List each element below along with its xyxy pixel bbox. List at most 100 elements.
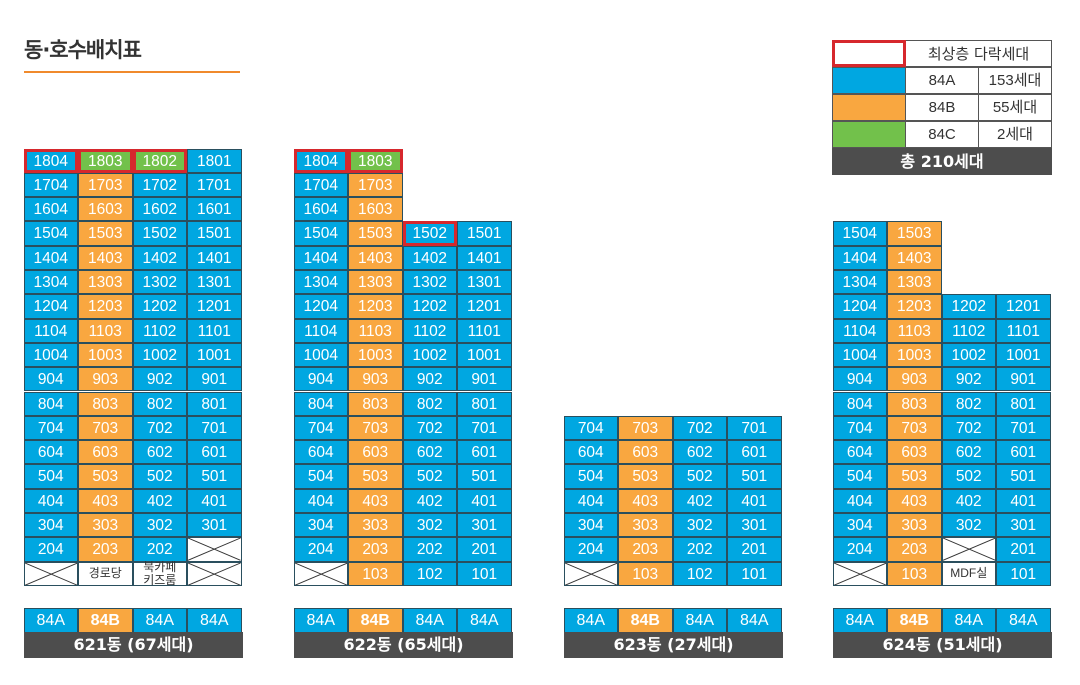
unit-1004: 1004 (23, 342, 78, 368)
unit-701: 701 (727, 415, 782, 441)
unit-504: 504 (23, 464, 78, 489)
unit-402: 402 (941, 488, 996, 513)
unit-1002: 1002 (132, 342, 187, 368)
unit-303: 303 (348, 513, 403, 538)
unit-none (293, 561, 348, 586)
legend-count: 153세대 (979, 67, 1052, 94)
unit-302: 302 (132, 513, 187, 538)
unit-702: 702 (402, 415, 457, 441)
unit-103: 103 (348, 561, 403, 586)
unit-1004: 1004 (293, 342, 348, 368)
unit-402: 402 (132, 488, 187, 513)
unit-103: 103 (887, 561, 942, 586)
unit-603: 603 (618, 440, 673, 465)
unit-1302: 1302 (402, 270, 457, 295)
unit-903: 903 (887, 367, 942, 392)
unit-1204: 1204 (293, 294, 348, 319)
unit-1003: 1003 (78, 342, 133, 368)
unit-1401: 1401 (457, 245, 512, 270)
unit-403: 403 (618, 488, 673, 513)
unit-802: 802 (941, 391, 996, 416)
unit-801: 801 (187, 391, 242, 416)
unit-102: 102 (672, 561, 727, 586)
unit-1003: 1003 (887, 342, 942, 368)
unit-204: 204 (293, 537, 348, 562)
unit-703: 703 (618, 415, 673, 441)
unit-type-84b: 84B (887, 608, 942, 633)
unit-403: 403 (887, 488, 942, 513)
unit-1204: 1204 (832, 294, 887, 319)
unit-type-84b: 84B (618, 608, 673, 633)
unit-1204: 1204 (23, 294, 78, 319)
unit-1202: 1202 (132, 294, 187, 319)
legend-row-penthouse: 최상층 다락세대 (832, 40, 1052, 67)
unit-904: 904 (832, 367, 887, 392)
unit-601: 601 (996, 440, 1051, 465)
unit-601: 601 (457, 440, 512, 465)
unit-101: 101 (457, 561, 512, 586)
unit-1501: 1501 (457, 221, 512, 246)
unit-703: 703 (887, 415, 942, 441)
unit-901: 901 (996, 367, 1051, 392)
unit-1304: 1304 (293, 270, 348, 295)
unit-402: 402 (402, 488, 457, 513)
unit-1203: 1203 (78, 294, 133, 319)
unit-none (187, 537, 242, 562)
unit-1804: 1804 (23, 148, 78, 173)
unit-603: 603 (78, 440, 133, 465)
unit-901: 901 (187, 367, 242, 392)
unit-602: 602 (672, 440, 727, 465)
unit-1403: 1403 (887, 245, 942, 270)
unit-604: 604 (563, 440, 618, 465)
unit-803: 803 (348, 391, 403, 416)
legend-count: 55세대 (979, 94, 1052, 121)
unit-1803: 1803 (78, 148, 133, 173)
unit-103: 103 (618, 561, 673, 586)
unit-type-84a: 84A (293, 608, 348, 633)
unit-1202: 1202 (941, 294, 996, 319)
unit-1102: 1102 (941, 318, 996, 343)
unit-1102: 1102 (402, 318, 457, 343)
unit-1002: 1002 (941, 342, 996, 368)
legend-swatch-penthouse (832, 40, 906, 67)
legend-swatch-84a (832, 67, 906, 94)
unit-1201: 1201 (996, 294, 1051, 319)
unit-202: 202 (132, 537, 187, 562)
unit-504: 504 (563, 464, 618, 489)
unit-403: 403 (348, 488, 403, 513)
unit-504: 504 (293, 464, 348, 489)
unit-701: 701 (457, 415, 512, 441)
unit-1501: 1501 (187, 221, 242, 246)
unit-502: 502 (941, 464, 996, 489)
unit-403: 403 (78, 488, 133, 513)
unit-302: 302 (941, 513, 996, 538)
title-underline (24, 71, 240, 73)
unit-302: 302 (672, 513, 727, 538)
unit-type-row: 84A 84B 84A 84A (563, 608, 784, 633)
unit-1603: 1603 (78, 197, 133, 222)
unit-type-84a: 84A (672, 608, 727, 633)
unit-603: 603 (887, 440, 942, 465)
unit-type-84a: 84A (563, 608, 618, 633)
unit-none (941, 537, 996, 562)
unit-601: 601 (727, 440, 782, 465)
unit-1201: 1201 (187, 294, 242, 319)
unit-701: 701 (996, 415, 1051, 441)
unit-602: 602 (402, 440, 457, 465)
unit-604: 604 (293, 440, 348, 465)
unit-101: 101 (996, 561, 1051, 586)
building-label: 623동 (27세대) (564, 632, 783, 658)
unit-type-84a: 84A (727, 608, 782, 633)
unit-602: 602 (941, 440, 996, 465)
legend-penthouse-label: 최상층 다락세대 (906, 40, 1052, 67)
unit-803: 803 (78, 391, 133, 416)
unit-804: 804 (23, 391, 78, 416)
unit-402: 402 (672, 488, 727, 513)
facility-cell: 북카페 키즈룸 (132, 560, 187, 586)
building-label: 624동 (51세대) (833, 632, 1052, 658)
unit-704: 704 (563, 415, 618, 441)
unit-1404: 1404 (23, 245, 78, 270)
legend-row-84c: 84C 2세대 (832, 121, 1052, 148)
unit-401: 401 (996, 488, 1051, 513)
unit-1604: 1604 (23, 197, 78, 222)
